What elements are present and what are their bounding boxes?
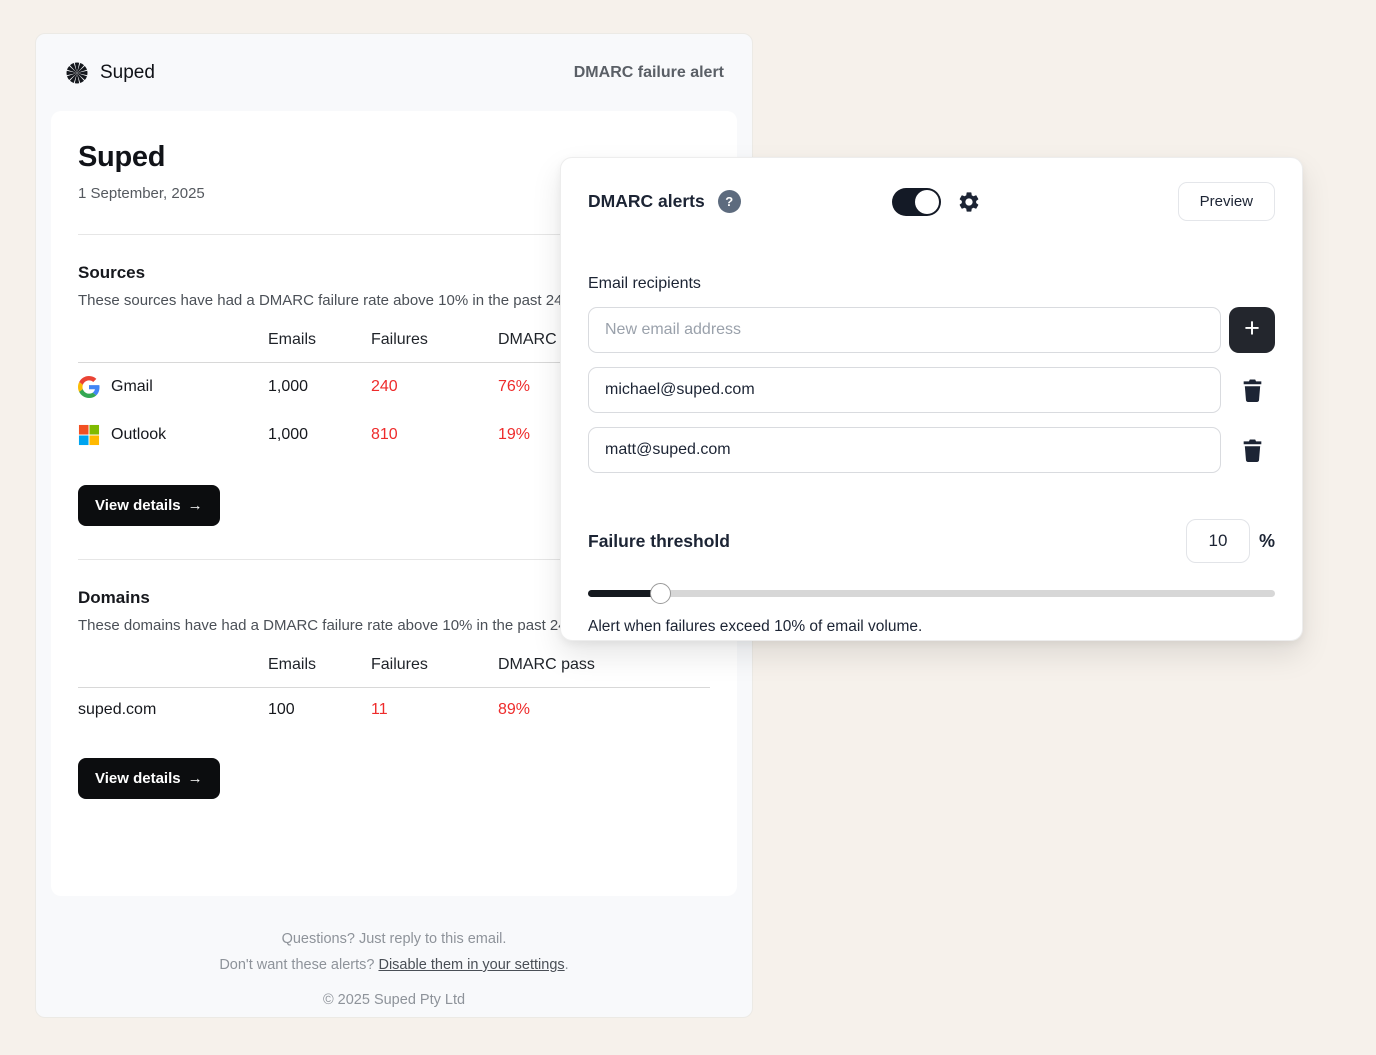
sources-table: Emails Failures DMARC pass xyxy=(78,331,710,459)
source-failures: 810 xyxy=(371,426,398,443)
recipient-email-input[interactable] xyxy=(588,367,1221,413)
percent-sign: % xyxy=(1258,530,1275,551)
preview-button[interactable]: Preview xyxy=(1177,182,1275,221)
dmarc-alerts-toggle[interactable] xyxy=(891,187,941,216)
sources-section: Sources These sources have had a DMARC f… xyxy=(78,263,710,526)
alert-type-label: DMARC failure alert xyxy=(573,63,724,81)
recipient-row xyxy=(588,367,1275,413)
failure-threshold-label: Failure threshold xyxy=(588,530,730,551)
recipient-row xyxy=(588,427,1275,473)
trash-icon[interactable] xyxy=(1241,438,1264,463)
col-failures: Failures xyxy=(371,656,428,673)
email-footer: Questions? Just reply to this email. Don… xyxy=(36,896,752,1013)
arrow-right-icon: → xyxy=(187,497,203,514)
threshold-caption: Alert when failures exceed 10% of email … xyxy=(588,618,923,635)
view-details-button[interactable]: View details → xyxy=(78,758,220,799)
email-title: Suped xyxy=(78,141,166,173)
domain-name: suped.com xyxy=(78,701,157,718)
brand: Suped xyxy=(64,60,155,86)
gmail-icon xyxy=(78,376,100,398)
slider-track xyxy=(588,590,1275,597)
table-row: Gmail 1,000 240 76% xyxy=(78,363,710,411)
slider-thumb[interactable] xyxy=(650,583,672,604)
col-dmarc-pass: DMARC pass xyxy=(498,656,595,673)
domains-heading: Domains xyxy=(78,588,150,607)
threshold-value-input[interactable] xyxy=(1185,519,1250,563)
col-failures: Failures xyxy=(371,331,428,348)
recipient-email-input[interactable] xyxy=(588,427,1221,473)
source-name: Gmail xyxy=(111,378,153,395)
domain-emails: 100 xyxy=(268,701,295,718)
help-icon[interactable]: ? xyxy=(717,190,741,213)
trash-icon[interactable] xyxy=(1241,378,1264,403)
domain-failures: 11 xyxy=(371,701,388,718)
add-recipient-button[interactable]: + xyxy=(1229,307,1275,353)
copyright: © 2025 Suped Pty Ltd xyxy=(322,992,466,1008)
source-emails: 1,000 xyxy=(268,378,309,395)
source-dmarc-pass: 76% xyxy=(498,378,531,395)
gear-icon[interactable] xyxy=(957,190,981,214)
plus-icon: + xyxy=(1244,313,1260,343)
panel-header: DMARC alerts ? Preview xyxy=(588,182,1275,221)
domains-description: These domains have had a DMARC failure r… xyxy=(78,617,613,634)
suped-logo-icon xyxy=(64,60,90,86)
footer-line1: Questions? Just reply to this email. xyxy=(281,931,507,947)
domains-table-header: Emails Failures DMARC pass xyxy=(78,656,710,688)
slider-fill xyxy=(588,590,661,597)
divider xyxy=(78,234,710,235)
sources-heading: Sources xyxy=(78,263,146,282)
source-name: Outlook xyxy=(111,426,167,443)
table-row: suped.com 100 11 89% xyxy=(78,688,710,732)
table-row: Outlook 1,000 810 19% xyxy=(78,411,710,459)
col-emails: Emails xyxy=(268,331,317,348)
divider xyxy=(78,559,710,560)
source-dmarc-pass: 19% xyxy=(498,426,531,443)
arrow-right-icon: → xyxy=(187,770,203,787)
outlook-icon xyxy=(78,424,100,446)
view-details-button[interactable]: View details → xyxy=(78,485,220,526)
source-emails: 1,000 xyxy=(268,426,309,443)
sources-description: These sources have had a DMARC failure r… xyxy=(78,292,609,309)
domains-section: Domains These domains have had a DMARC f… xyxy=(78,588,710,799)
panel-title: DMARC alerts xyxy=(588,191,705,211)
new-email-row: + xyxy=(588,307,1275,353)
domains-table: Emails Failures DMARC pass suped.com 100… xyxy=(78,656,710,732)
domain-dmarc-pass: 89% xyxy=(498,701,531,718)
threshold-slider[interactable] xyxy=(588,583,1275,604)
email-header: Suped DMARC failure alert xyxy=(36,34,752,111)
footer-line2: Don't want these alerts? Disable them in… xyxy=(219,957,569,973)
col-emails: Emails xyxy=(268,656,317,673)
new-email-input[interactable] xyxy=(588,307,1221,353)
disable-alerts-link[interactable]: Disable them in your settings xyxy=(378,957,565,973)
source-failures: 240 xyxy=(371,378,398,395)
brand-name: Suped xyxy=(100,61,155,83)
dmarc-alerts-settings-panel: DMARC alerts ? Preview Email recipients … xyxy=(560,157,1303,641)
email-date: 1 September, 2025 xyxy=(78,185,205,202)
threshold-header: Failure threshold % xyxy=(588,519,1275,563)
toggle-knob xyxy=(914,189,939,214)
email-recipients-label: Email recipients xyxy=(588,275,701,292)
